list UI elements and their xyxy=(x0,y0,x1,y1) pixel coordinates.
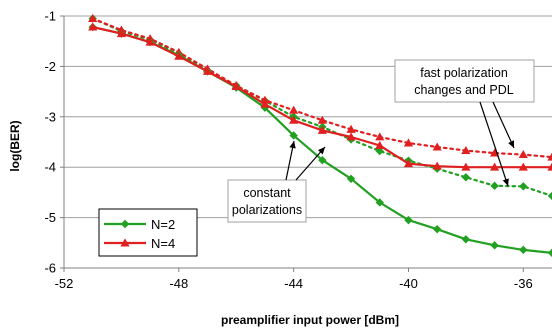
annotation-text: fast polarization xyxy=(420,66,508,80)
annotation-arrow-line xyxy=(479,101,509,187)
annotation-text: constant xyxy=(243,186,291,200)
data-point-diamond xyxy=(318,155,327,165)
y-tick-labels: -1 -2 -3 -4 -5 -6 xyxy=(44,9,56,276)
annotation-arrowhead xyxy=(317,147,325,155)
x-tick-label: -52 xyxy=(55,276,74,291)
data-point-triangle xyxy=(346,132,356,141)
data-point-triangle xyxy=(403,138,414,147)
annotation-arrow-line xyxy=(492,101,515,149)
annotation-fast-polarization: fast polarization changes and PDL xyxy=(394,59,535,187)
data-point-triangle xyxy=(231,81,241,91)
data-point-triangle xyxy=(432,142,442,151)
y-tick-label: -1 xyxy=(44,9,56,24)
data-point-triangle xyxy=(174,51,184,60)
data-point-triangle xyxy=(375,132,385,141)
data-point-triangle xyxy=(375,140,385,149)
data-point-triangle xyxy=(116,29,127,38)
data-point-triangle xyxy=(317,115,327,124)
legend-label: N=2 xyxy=(151,217,175,232)
data-point-triangle xyxy=(145,37,155,46)
data-point-triangle xyxy=(88,13,98,22)
data-point-diamond xyxy=(490,181,499,191)
legend-frame xyxy=(98,208,198,257)
y-tick-label: -6 xyxy=(44,261,56,276)
data-point-diamond xyxy=(432,224,442,234)
data-point-triangle xyxy=(317,125,327,134)
data-point-triangle xyxy=(461,162,471,171)
legend: N=2N=4 xyxy=(98,208,198,257)
data-point-triangle xyxy=(88,22,98,31)
y-tick-label: -4 xyxy=(44,160,56,175)
annotation-arrow-line xyxy=(295,146,326,181)
data-point-triangle xyxy=(403,159,414,168)
annotation-box xyxy=(227,179,307,223)
data-point-diamond xyxy=(346,174,356,183)
x-axis-title: preamplifier input power [dBm] xyxy=(221,313,399,327)
data-point-triangle xyxy=(202,66,213,75)
data-point-triangle xyxy=(120,238,130,247)
data-point-triangle xyxy=(547,152,552,161)
data-point-diamond xyxy=(547,248,552,258)
legend-item-N2: N=2 xyxy=(104,217,175,232)
data-point-diamond xyxy=(375,198,384,207)
annotation-arrowhead xyxy=(502,178,509,186)
series-N4-solid xyxy=(88,22,552,171)
data-point-triangle xyxy=(518,162,528,171)
data-point-triangle xyxy=(518,150,528,159)
legend-item-N4: N=4 xyxy=(104,236,175,251)
data-point-triangle xyxy=(461,145,471,155)
annotation-box xyxy=(394,59,535,103)
data-point-triangle xyxy=(432,161,442,170)
data-point-triangle xyxy=(289,105,299,114)
data-point-diamond xyxy=(547,191,552,201)
annotations: fast polarization changes and PDL constant… xyxy=(227,59,535,223)
data-point-diamond xyxy=(120,219,130,229)
series-N2-dotted xyxy=(88,14,552,201)
y-tick-label: -2 xyxy=(44,59,56,74)
annotation-text: changes and PDL xyxy=(414,83,513,97)
data-point-diamond xyxy=(461,173,471,182)
x-tick-labels: -52 -48 -44 -40 -36 xyxy=(55,276,533,291)
x-tick-label: -44 xyxy=(284,276,303,291)
y-tick-label: -3 xyxy=(44,109,56,124)
data-point-diamond xyxy=(404,215,413,225)
legend-label: N=4 xyxy=(151,236,175,251)
series-line xyxy=(91,17,552,159)
data-point-diamond xyxy=(519,245,528,255)
y-tick-label: -5 xyxy=(44,210,56,225)
legend-box: N=2N=4 xyxy=(98,208,198,257)
data-point-triangle xyxy=(547,162,552,171)
y-axis-title: log(BER) xyxy=(8,120,22,171)
annotation-arrowhead xyxy=(508,140,515,148)
data-point-diamond xyxy=(519,182,528,191)
data-point-diamond xyxy=(289,131,298,140)
data-point-triangle xyxy=(346,124,356,133)
x-tick-label: -48 xyxy=(169,276,188,291)
data-point-triangle xyxy=(489,162,500,171)
data-point-diamond xyxy=(461,235,471,244)
data-point-diamond xyxy=(490,241,499,250)
data-series xyxy=(88,13,552,258)
data-point-triangle xyxy=(289,115,299,124)
annotation-constant-polarization: constant polarizations xyxy=(227,140,326,223)
annotation-text: polarizations xyxy=(232,203,302,217)
annotation-arrowhead xyxy=(289,141,296,149)
axes xyxy=(60,15,552,272)
x-tick-label: -36 xyxy=(514,276,533,291)
data-point-triangle xyxy=(260,99,270,108)
x-tick-label: -40 xyxy=(399,276,418,291)
